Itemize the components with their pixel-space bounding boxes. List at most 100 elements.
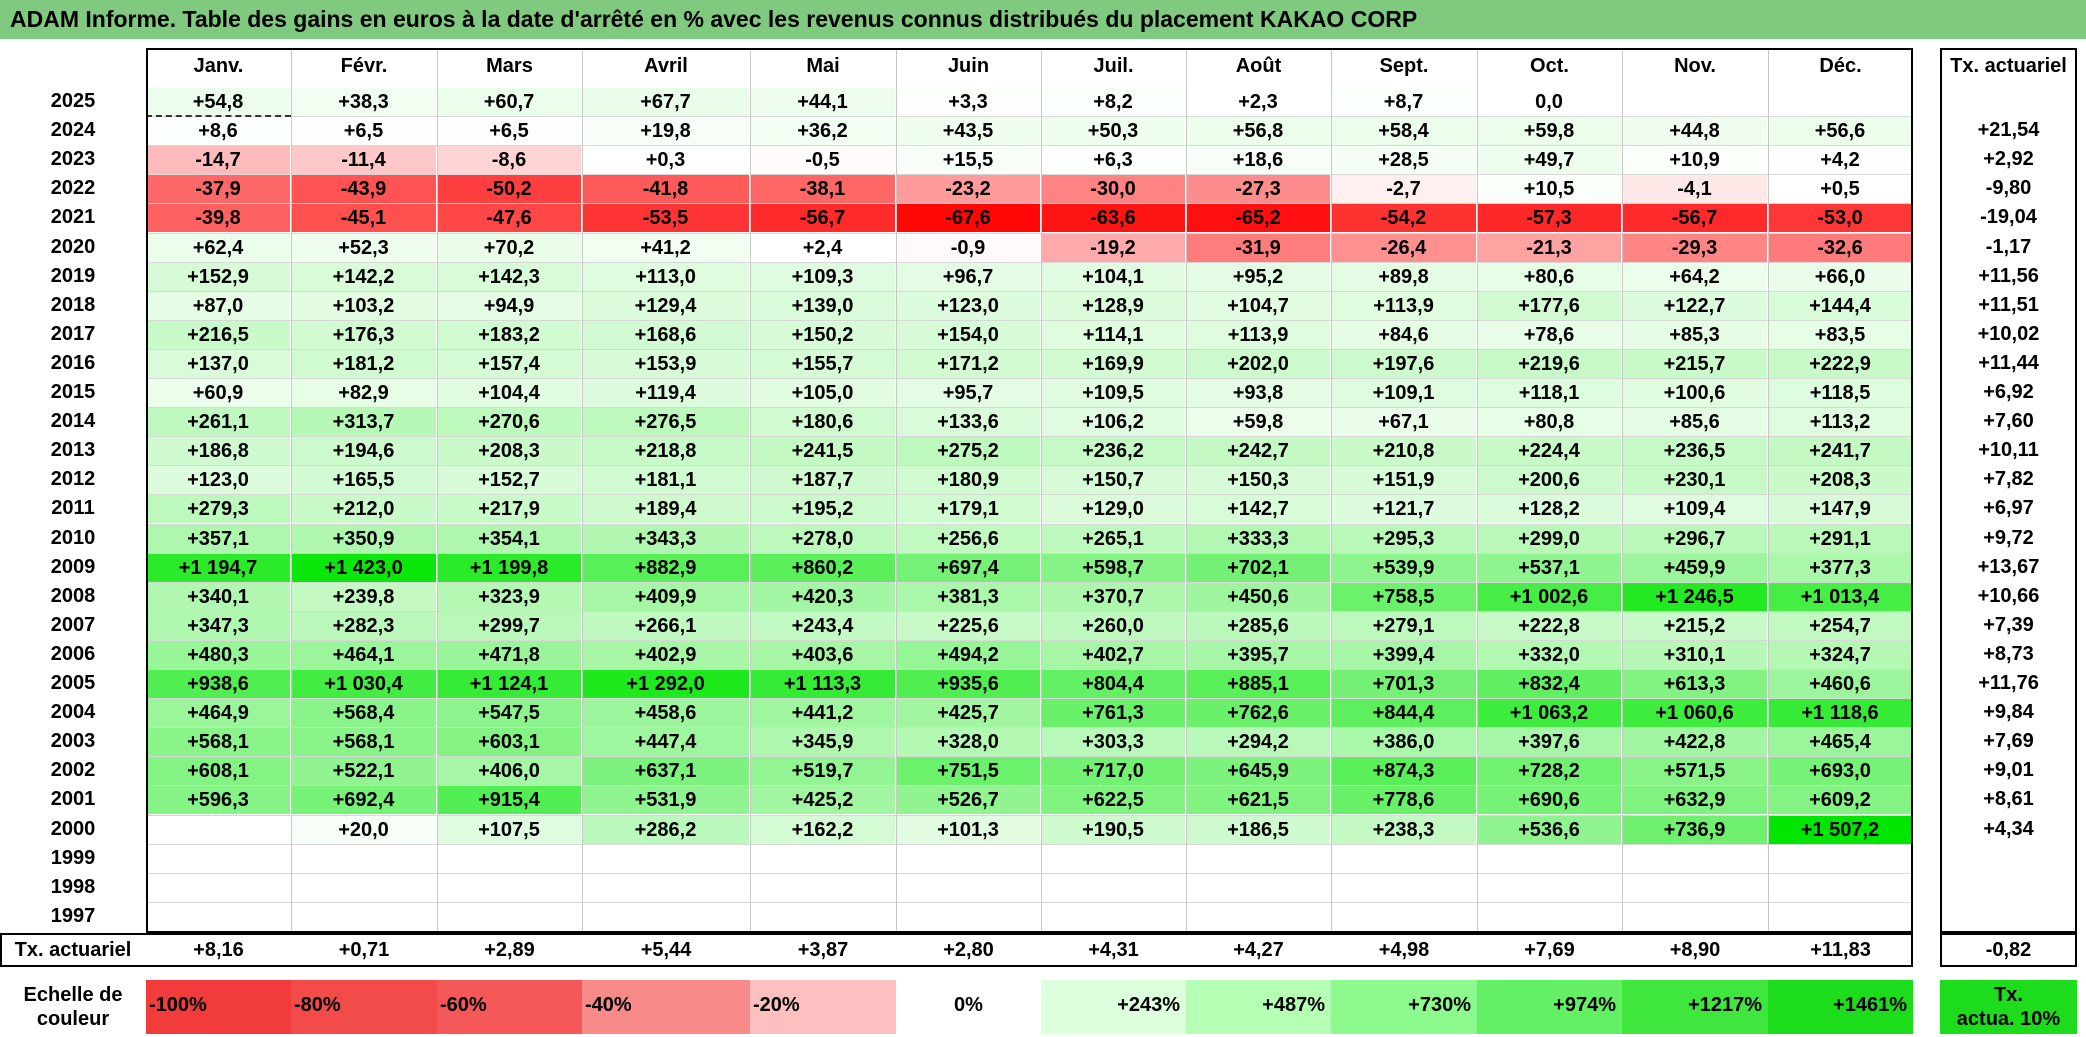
cell-2013-juil: +236,2 — [1041, 437, 1185, 466]
year-label-2009: 2009 — [50, 555, 96, 578]
row-divider — [146, 756, 1913, 758]
cell-2022-sept: -2,7 — [1331, 175, 1476, 204]
cell-2006-janv: +480,3 — [146, 640, 290, 669]
cell-2017-mai: +150,2 — [750, 320, 895, 349]
cell-2005-mai: +1 113,3 — [750, 670, 895, 699]
cell-2005-fevr: +1 030,4 — [291, 670, 436, 699]
cell-1998-aout — [1186, 873, 1330, 902]
cell-2018-juil: +128,9 — [1041, 291, 1185, 320]
cell-2009-sept: +539,9 — [1331, 553, 1476, 582]
cell-2015-juin: +95,7 — [896, 379, 1040, 408]
rate-2004: +9,84 — [1983, 701, 2034, 724]
year-label-2011: 2011 — [51, 497, 95, 520]
month-header-nov: Nov. — [1674, 55, 1716, 77]
cell-2009-oct: +537,1 — [1477, 553, 1621, 582]
cell-2015-oct: +118,1 — [1477, 379, 1621, 408]
cell-2025-oct: 0,0 — [1477, 88, 1621, 117]
cell-2008-janv: +340,1 — [146, 582, 290, 611]
cell-1997-nov — [1622, 902, 1767, 931]
color-scale-label-line1: Echelle de — [23, 984, 123, 1006]
rate-2012: +7,82 — [1983, 468, 2034, 491]
cell-2022-juil: -30,0 — [1041, 175, 1185, 204]
cell-2016-avril: +153,9 — [582, 349, 749, 378]
cell-2025-aout: +2,3 — [1186, 88, 1330, 117]
cell-2014-avril: +276,5 — [582, 408, 749, 437]
cell-2015-mai: +105,0 — [750, 379, 895, 408]
cell-2021-nov: -56,7 — [1622, 204, 1767, 233]
cell-2002-oct: +728,2 — [1477, 757, 1621, 786]
row-divider — [146, 203, 1913, 205]
cell-2000-avril: +286,2 — [582, 815, 749, 844]
cell-2023-nov: +10,9 — [1622, 146, 1767, 175]
year-label-1998: 1998 — [50, 875, 96, 898]
cell-2010-nov: +296,7 — [1622, 524, 1767, 553]
cell-2010-oct: +299,0 — [1477, 524, 1621, 553]
cell-2013-oct: +224,4 — [1477, 437, 1621, 466]
cell-2007-aout: +285,6 — [1186, 611, 1330, 640]
cell-2019-avril: +113,0 — [582, 262, 749, 291]
cell-2001-juin: +526,7 — [896, 786, 1040, 815]
month-header-oct: Oct. — [1530, 55, 1569, 77]
cell-2017-aout: +113,9 — [1186, 320, 1330, 349]
cell-2005-janv: +938,6 — [146, 670, 290, 699]
cell-2024-oct: +59,8 — [1477, 117, 1621, 146]
cell-1998-juil — [1041, 873, 1185, 902]
cell-2025-mars: +60,7 — [437, 88, 581, 117]
cell-2014-oct: +80,8 — [1477, 408, 1621, 437]
column-divider — [1622, 48, 1623, 931]
cell-1998-mars — [437, 873, 581, 902]
cell-2020-juin: -0,9 — [896, 233, 1040, 262]
cell-2010-janv: +357,1 — [146, 524, 290, 553]
rate-2022: -9,80 — [1985, 177, 2032, 200]
month-header-mars: Mars — [486, 55, 533, 77]
cell-2004-nov: +1 060,6 — [1622, 699, 1767, 728]
year-label-2023: 2023 — [50, 148, 96, 171]
cell-2006-fevr: +464,1 — [291, 640, 436, 669]
rate-2014: +7,60 — [1983, 410, 2034, 433]
cell-2020-juil: -19,2 — [1041, 233, 1185, 262]
cell-2021-dec: -53,0 — [1768, 204, 1912, 233]
cell-2006-sept: +399,4 — [1331, 640, 1476, 669]
column-divider — [1768, 48, 1769, 931]
rate-2015: +6,92 — [1983, 381, 2034, 403]
cell-1999-juin — [896, 844, 1040, 873]
row-divider — [146, 378, 1913, 379]
cell-2023-juin: +15,5 — [896, 146, 1040, 175]
cell-1998-janv — [146, 873, 290, 902]
cell-2017-nov: +85,3 — [1622, 320, 1767, 349]
legend-step-60: -60% — [437, 980, 582, 1034]
row-divider — [146, 552, 1913, 554]
cell-2008-aout: +450,6 — [1186, 582, 1330, 611]
column-divider — [1186, 48, 1187, 931]
cell-1998-dec — [1768, 873, 1912, 902]
footer-mars: +2,89 — [484, 939, 535, 961]
legend-step-487: +487% — [1186, 980, 1331, 1034]
footer-label: Tx. actuariel — [14, 939, 132, 961]
cell-2020-dec: -32,6 — [1768, 233, 1912, 262]
cell-2014-mai: +180,6 — [750, 408, 895, 437]
row-divider — [146, 698, 1913, 700]
cell-2025-nov — [1622, 88, 1767, 117]
cell-1997-mai — [750, 902, 895, 931]
cell-2020-fevr: +52,3 — [291, 233, 436, 262]
year-label-2000: 2000 — [50, 817, 96, 840]
cell-1998-oct — [1477, 873, 1621, 902]
cell-2018-aout: +104,7 — [1186, 291, 1330, 320]
cell-2005-sept: +701,3 — [1331, 670, 1476, 699]
cell-2021-mai: -56,7 — [750, 204, 895, 233]
cell-2018-fevr: +103,2 — [291, 291, 436, 320]
cell-2025-avril: +67,7 — [582, 88, 749, 117]
cell-2015-nov: +100,6 — [1622, 379, 1767, 408]
footer-juin: +2,80 — [943, 939, 994, 961]
cell-1999-dec — [1768, 844, 1912, 873]
cell-2005-avril: +1 292,0 — [582, 670, 749, 699]
rate-1999 — [1940, 844, 2077, 873]
cell-2002-sept: +874,3 — [1331, 757, 1476, 786]
cell-2006-aout: +395,7 — [1186, 640, 1330, 669]
cell-2003-juil: +303,3 — [1041, 728, 1185, 757]
cell-2017-juin: +154,0 — [896, 320, 1040, 349]
cell-2019-janv: +152,9 — [146, 262, 290, 291]
cell-2000-fevr: +20,0 — [291, 815, 436, 844]
cell-2024-janv: +8,6 — [146, 117, 290, 146]
column-divider — [896, 48, 897, 931]
